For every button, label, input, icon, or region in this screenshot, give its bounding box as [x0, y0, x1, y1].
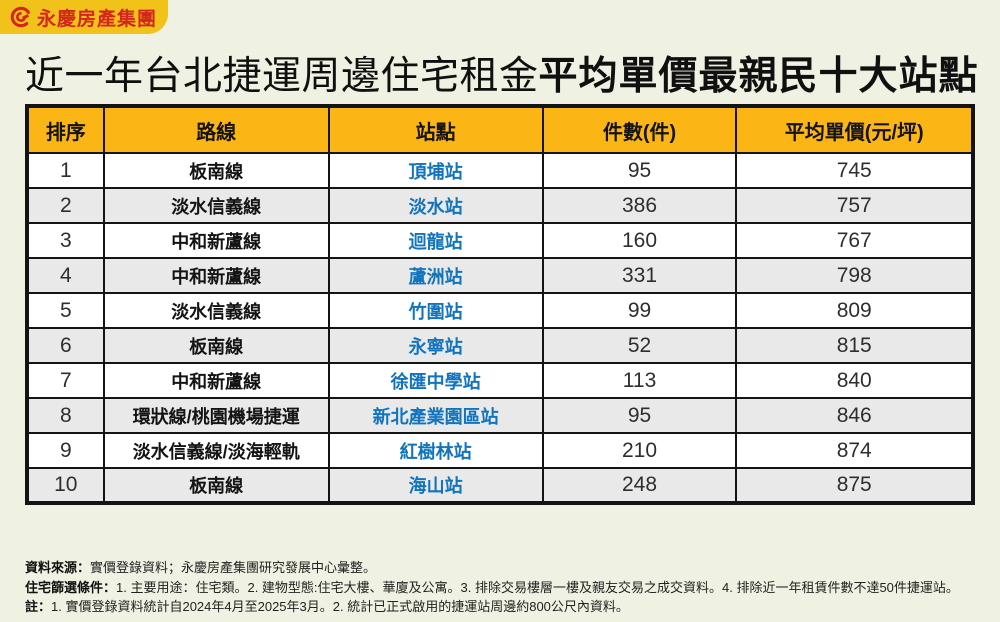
column-header-rank: 排序: [26, 105, 105, 154]
cell-count: 99: [541, 292, 738, 329]
cell-rank: 7: [26, 362, 105, 399]
column-header-count: 件數(件): [541, 105, 738, 154]
table-row: 4 中和新蘆線 蘆洲站 331 798: [26, 257, 974, 294]
table-row: 1 板南線 頂埔站 95 745: [26, 152, 974, 189]
cell-station: 徐匯中學站: [327, 362, 544, 399]
cell-count: 210: [541, 432, 738, 469]
cell-line: 淡水信義線: [102, 187, 330, 224]
footnotes: 資料來源：實價登錄資料；永慶房產集團研究發展中心彙整。 住宅篩選條件：1. 主要…: [25, 558, 985, 617]
cell-count: 248: [541, 467, 738, 504]
cell-line: 淡水信義線/淡海輕軌: [102, 432, 330, 469]
cell-price: 757: [735, 187, 974, 224]
cell-price: 875: [735, 467, 974, 504]
cell-line: 淡水信義線: [102, 292, 330, 329]
cell-station: 竹圍站: [327, 292, 544, 329]
cell-count: 95: [541, 397, 738, 434]
column-header-line: 路線: [102, 105, 330, 154]
cell-count: 52: [541, 327, 738, 364]
note-remark: 註：1. 實價登錄資料統計自2024年4月至2025年3月。2. 統計已正式啟用…: [25, 597, 985, 617]
cell-station: 紅樹林站: [327, 432, 544, 469]
cell-price: 840: [735, 362, 974, 399]
cell-count: 113: [541, 362, 738, 399]
cell-count: 95: [541, 152, 738, 189]
cell-rank: 9: [26, 432, 105, 469]
note-source-label: 資料來源：: [25, 560, 91, 575]
table-row: 7 中和新蘆線 徐匯中學站 113 840: [26, 362, 974, 399]
cell-price: 846: [735, 397, 974, 434]
table-body: 1 板南線 頂埔站 95 745 2 淡水信義線 淡水站 386 757 3 中和新蘆線 迴龍站 160 7…: [26, 152, 974, 504]
cell-price: 874: [735, 432, 974, 469]
table-row: 9 淡水信義線/淡海輕軌 紅樹林站 210 874: [26, 432, 974, 469]
cell-rank: 5: [26, 292, 105, 329]
cell-rank: 3: [26, 222, 105, 259]
note-remark-label: 註：: [25, 599, 52, 614]
cell-line: 板南線: [102, 467, 330, 504]
cell-line: 板南線: [102, 327, 330, 364]
note-source-text: 實價登錄資料；永慶房產集團研究發展中心彙整。: [90, 560, 377, 575]
note-source: 資料來源：實價登錄資料；永慶房產集團研究發展中心彙整。: [25, 558, 985, 578]
cell-price: 745: [735, 152, 974, 189]
cell-price: 815: [735, 327, 974, 364]
yungching-logo-icon: [10, 6, 32, 28]
cell-line: 環狀線/桃園機場捷運: [102, 397, 330, 434]
column-header-station: 站點: [327, 105, 544, 154]
cell-price: 767: [735, 222, 974, 259]
ranking-table-container: 排序 路線 站點 件數(件) 平均單價(元/坪) 1 板南線 頂埔站 95 745 2 淡水…: [25, 104, 975, 505]
title-heavy-part: 平均單價最親民十大站點: [538, 55, 979, 98]
cell-station: 新北產業園區站: [327, 397, 544, 434]
cell-rank: 6: [26, 327, 105, 364]
cell-rank: 2: [26, 187, 105, 224]
note-filter-criteria: 住宅篩選條件：1. 主要用途：住宅類。2. 建物型態:住宅大樓、華廈及公寓。3.…: [25, 578, 985, 598]
page-title: 近一年台北捷運周邊住宅租金平均單價最親民十大站點: [25, 45, 978, 101]
company-logo: 永慶房產集團: [0, 0, 168, 34]
cell-line: 中和新蘆線: [102, 257, 330, 294]
cell-price: 809: [735, 292, 974, 329]
table-row: 10 板南線 海山站 248 875: [26, 467, 974, 504]
table-header: 排序 路線 站點 件數(件) 平均單價(元/坪): [26, 105, 974, 154]
cell-station: 迴龍站: [327, 222, 544, 259]
title-normal-part: 近一年台北捷運周邊住宅租金: [25, 55, 539, 98]
cell-station: 海山站: [327, 467, 544, 504]
cell-station: 淡水站: [327, 187, 544, 224]
cell-count: 160: [541, 222, 738, 259]
table-row: 3 中和新蘆線 迴龍站 160 767: [26, 222, 974, 259]
cell-line: 中和新蘆線: [102, 222, 330, 259]
cell-rank: 10: [26, 467, 105, 504]
cell-rank: 4: [26, 257, 105, 294]
column-header-price: 平均單價(元/坪): [735, 105, 974, 154]
table-row: 6 板南線 永寧站 52 815: [26, 327, 974, 364]
note-filter-text: 1. 主要用途：住宅類。2. 建物型態:住宅大樓、華廈及公寓。3. 排除交易樓層…: [116, 579, 959, 595]
company-name: 永慶房產集團: [37, 8, 158, 30]
cell-price: 798: [735, 257, 974, 294]
ranking-table: 排序 路線 站點 件數(件) 平均單價(元/坪) 1 板南線 頂埔站 95 745 2 淡水…: [25, 104, 975, 505]
cell-station: 永寧站: [327, 327, 544, 364]
cell-rank: 8: [26, 397, 105, 434]
table-row: 2 淡水信義線 淡水站 386 757: [26, 187, 974, 224]
cell-line: 板南線: [102, 152, 330, 189]
cell-line: 中和新蘆線: [102, 362, 330, 399]
table-row: 8 環狀線/桃園機場捷運 新北產業園區站 95 846: [26, 397, 974, 434]
cell-rank: 1: [26, 152, 105, 189]
cell-count: 386: [541, 187, 738, 224]
cell-count: 331: [541, 257, 738, 294]
note-filter-label: 住宅篩選條件：: [25, 579, 117, 595]
table-row: 5 淡水信義線 竹圍站 99 809: [26, 292, 974, 329]
cell-station: 蘆洲站: [327, 257, 544, 294]
note-remark-text: 1. 實價登錄資料統計自2024年4月至2025年3月。2. 統計已正式啟用的捷…: [51, 599, 629, 614]
cell-station: 頂埔站: [327, 152, 544, 189]
